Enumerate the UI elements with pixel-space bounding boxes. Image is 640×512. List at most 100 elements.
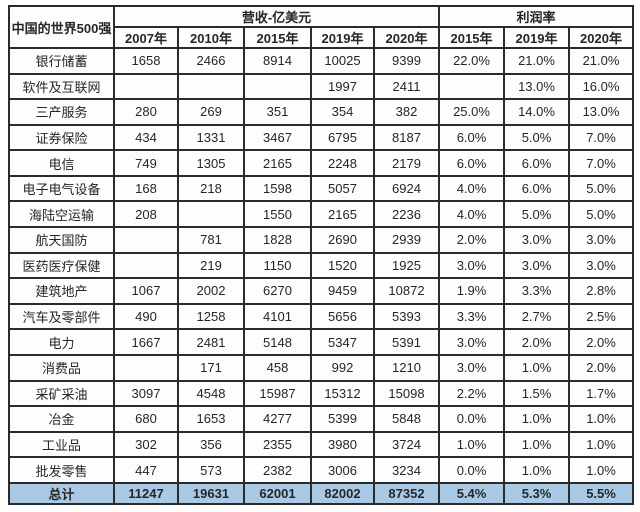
year-header: 2015年 <box>243 26 312 49</box>
row-label: 电子电气设备 <box>8 174 115 203</box>
table-footer: 总计 11247 19631 62001 82002 87352 5.4% 5.3% 5.5% <box>8 482 635 505</box>
profit-cell <box>438 72 506 101</box>
profit-cell: 1.0% <box>568 405 635 433</box>
profit-cell: 3.0% <box>503 251 571 280</box>
year-header: 2007年 <box>113 26 179 49</box>
profit-cell: 2.5% <box>568 302 635 331</box>
row-label: 汽车及零部件 <box>8 302 115 331</box>
revenue-cell: 5656 <box>310 302 375 331</box>
revenue-cell: 6924 <box>372 174 441 203</box>
table-row: 证券保险 434 1331 3467 6795 8187 6.0% 5.0% 7.0% <box>8 123 635 152</box>
profit-cell: 1.0% <box>503 430 571 459</box>
revenue-cell <box>177 72 245 101</box>
revenue-cell: 15312 <box>310 379 375 408</box>
profit-cell: 3.0% <box>438 251 506 280</box>
table-row: 汽车及零部件 490 1258 4101 5656 5393 3.3% 2.7% 2.5% <box>8 302 635 331</box>
profit-cell: 21.0% <box>568 47 635 75</box>
revenue-cell: 1550 <box>243 200 312 229</box>
revenue-cell: 1210 <box>372 353 441 382</box>
revenue-cell: 434 <box>113 123 179 152</box>
revenue-cell: 1828 <box>243 226 312 254</box>
total-profit-cell: 5.5% <box>568 482 635 505</box>
revenue-cell: 2248 <box>310 149 375 177</box>
profit-cell: 2.8% <box>568 277 635 305</box>
profit-cell: 1.5% <box>503 379 571 408</box>
revenue-cell <box>113 226 179 254</box>
profit-cell: 6.0% <box>438 149 506 177</box>
profit-cell: 3.0% <box>438 328 506 356</box>
group-header-revenue: 营收-亿美元 <box>112 5 441 28</box>
profit-cell: 6.0% <box>503 174 571 203</box>
revenue-cell: 3467 <box>243 123 312 152</box>
profit-cell: 7.0% <box>568 123 635 152</box>
total-revenue-cell: 11247 <box>113 482 179 505</box>
profit-cell: 3.0% <box>438 353 506 382</box>
table-row: 建筑地产 1067 2002 6270 9459 10872 1.9% 3.3% 2.8% <box>8 277 635 305</box>
revenue-cell: 3724 <box>372 430 441 459</box>
revenue-cell: 1667 <box>113 328 179 356</box>
table-row: 软件及互联网 1997 2411 13.0% 16.0% <box>8 72 635 101</box>
profit-cell: 6.0% <box>503 149 571 177</box>
table-row: 消费品 171 458 992 1210 3.0% 1.0% 2.0% <box>8 353 635 382</box>
row-label: 三产服务 <box>8 98 115 126</box>
revenue-cell: 2690 <box>310 226 375 254</box>
profit-cell: 2.7% <box>503 302 571 331</box>
total-profit-cell: 5.3% <box>503 482 571 505</box>
revenue-cell: 2165 <box>243 149 312 177</box>
profit-cell: 2.0% <box>503 328 571 356</box>
row-label: 电信 <box>8 149 115 177</box>
profit-cell: 1.0% <box>568 456 635 484</box>
revenue-cell: 2382 <box>243 456 312 484</box>
profit-cell: 1.0% <box>503 456 571 484</box>
year-header: 2015年 <box>438 26 506 49</box>
year-header: 2020年 <box>372 26 441 49</box>
revenue-cell: 10025 <box>310 47 375 75</box>
year-header-row: 2007年 2010年 2015年 2019年 2020年 2015年 2019年 2020年 <box>9 26 635 49</box>
profit-cell: 1.9% <box>438 277 506 305</box>
year-header: 2010年 <box>177 26 245 49</box>
revenue-cell: 1150 <box>243 251 312 280</box>
revenue-cell: 1925 <box>372 251 441 280</box>
revenue-cell: 2939 <box>372 226 441 254</box>
row-label: 采矿采油 <box>8 379 115 408</box>
profit-cell: 3.0% <box>568 251 635 280</box>
revenue-cell: 280 <box>113 98 179 126</box>
revenue-cell: 2481 <box>177 328 245 356</box>
table-row: 医药医疗保健 219 1150 1520 1925 3.0% 3.0% 3.0% <box>8 251 635 280</box>
total-revenue-cell: 87352 <box>372 482 441 505</box>
revenue-cell: 680 <box>113 405 179 433</box>
table-row: 批发零售 447 573 2382 3006 3234 0.0% 1.0% 1.0% <box>8 456 635 484</box>
profit-cell: 5.0% <box>503 200 571 229</box>
year-header: 2019年 <box>310 26 375 49</box>
revenue-cell: 15098 <box>372 379 441 408</box>
table-body: 银行储蓄 1658 2466 8914 10025 9399 22.0% 21.0% 21.0%… <box>8 47 635 484</box>
row-label: 冶金 <box>8 405 115 433</box>
revenue-cell: 354 <box>310 98 375 126</box>
revenue-cell: 3234 <box>372 456 441 484</box>
revenue-cell: 5148 <box>243 328 312 356</box>
profit-cell: 0.0% <box>438 405 506 433</box>
year-header: 2020年 <box>568 26 635 49</box>
revenue-cell: 2355 <box>243 430 312 459</box>
profit-cell: 1.0% <box>568 430 635 459</box>
revenue-cell: 356 <box>177 430 245 459</box>
profit-cell: 1.0% <box>438 430 506 459</box>
profit-cell: 3.3% <box>503 277 571 305</box>
revenue-cell: 1997 <box>310 72 375 101</box>
revenue-cell: 2466 <box>177 47 245 75</box>
revenue-cell: 992 <box>310 353 375 382</box>
table-row: 电子电气设备 168 218 1598 5057 6924 4.0% 6.0% 5.0% <box>8 174 635 203</box>
profit-cell: 13.0% <box>503 72 571 101</box>
profit-cell: 1.0% <box>503 405 571 433</box>
table-row: 三产服务 280 269 351 354 382 25.0% 14.0% 13.0% <box>8 98 635 126</box>
row-label: 消费品 <box>8 353 115 382</box>
profit-cell: 2.0% <box>568 328 635 356</box>
profit-cell: 16.0% <box>568 72 635 101</box>
revenue-cell: 5848 <box>372 405 441 433</box>
profit-cell: 4.0% <box>438 200 506 229</box>
profit-cell: 1.7% <box>568 379 635 408</box>
table-row: 银行储蓄 1658 2466 8914 10025 9399 22.0% 21.0% 21.0% <box>8 47 635 75</box>
revenue-cell: 1520 <box>310 251 375 280</box>
revenue-cell: 4101 <box>243 302 312 331</box>
table-header: 中国的世界500强 营收-亿美元 利润率 2007年 2010年 2015年 2019… <box>8 5 635 49</box>
